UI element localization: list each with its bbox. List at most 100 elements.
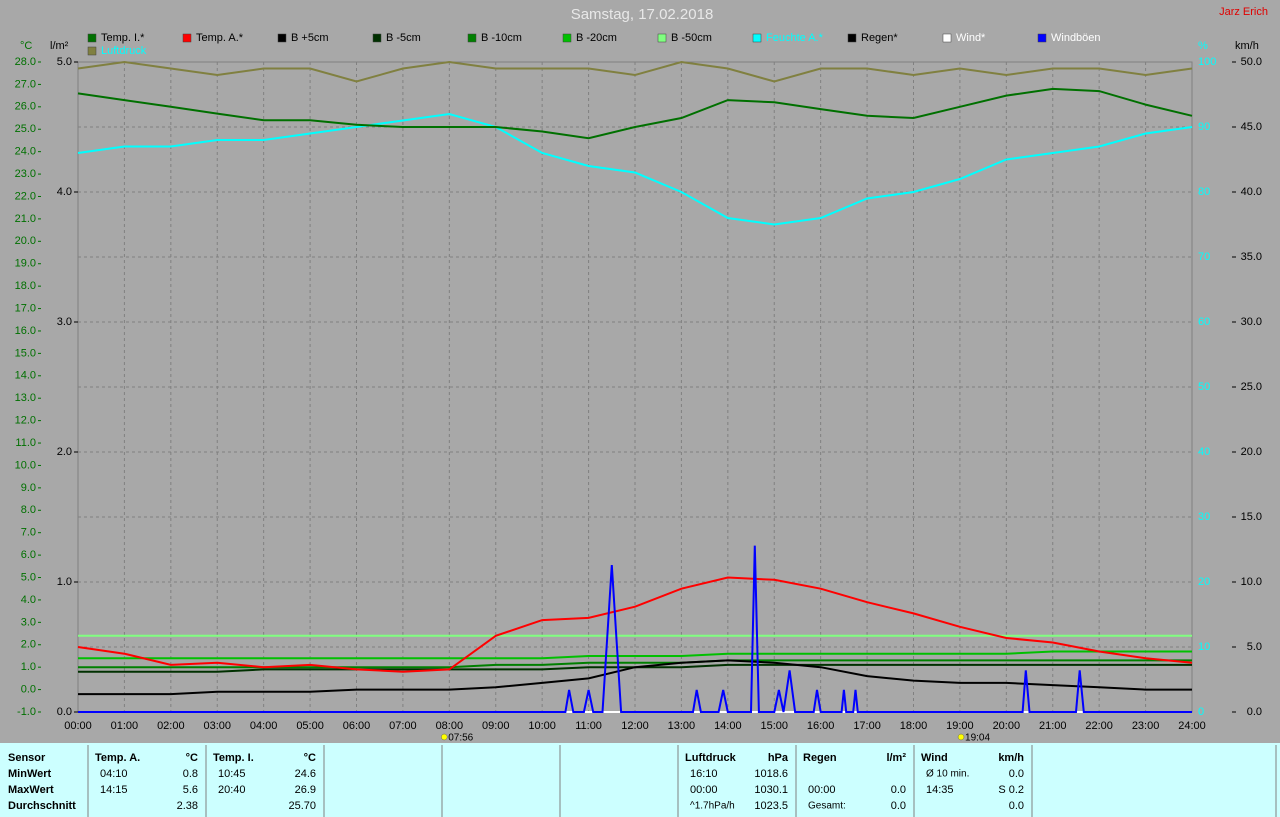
y4-tick-label: 5.0 — [1247, 641, 1262, 653]
author: Jarz Erich — [1219, 6, 1268, 18]
x-tick-label: 05:00 — [296, 720, 324, 732]
y-tick-label: 8.0 — [21, 504, 36, 516]
y2-tick-label: 50 — [1198, 381, 1210, 393]
row-label: Durchschnitt — [8, 800, 76, 812]
y3-tick-label: 1.0 — [57, 576, 72, 588]
y-tick-label: 16.0 — [15, 325, 36, 337]
sun-marker — [957, 733, 965, 741]
x-tick-label: 19:00 — [946, 720, 974, 732]
y2-tick-label: 20 — [1198, 576, 1210, 588]
sun-marker — [440, 733, 448, 741]
y-tick-label: 28.0 — [15, 56, 36, 68]
y2-tick-label: 10 — [1198, 641, 1210, 653]
y4-tick-label: 40.0 — [1241, 186, 1262, 198]
legend-label: Regen* — [861, 32, 898, 44]
y-tick-label: 10.0 — [15, 459, 36, 471]
legend-swatch — [87, 46, 97, 56]
table-cell: 14:15 — [100, 784, 128, 796]
column-unit: °C — [304, 752, 316, 764]
y3-tick-label: 4.0 — [57, 186, 72, 198]
table-cell: 00:00 — [808, 784, 836, 796]
y4-tick-label: 30.0 — [1241, 316, 1262, 328]
legend-swatch — [467, 33, 477, 43]
legend-swatch — [87, 33, 97, 43]
annotation-label: 07:56 — [448, 733, 473, 744]
x-tick-label: 17:00 — [853, 720, 881, 732]
y-tick-label: 20.0 — [15, 235, 36, 247]
legend-swatch — [752, 33, 762, 43]
y-tick-label: 15.0 — [15, 347, 36, 359]
x-tick-label: 22:00 — [1085, 720, 1113, 732]
table-cell: 14:35 — [926, 784, 954, 796]
y4-tick-label: 10.0 — [1241, 576, 1262, 588]
x-tick-label: 00:00 — [64, 720, 92, 732]
x-tick-label: 12:00 — [621, 720, 649, 732]
y4-tick-label: 45.0 — [1241, 121, 1262, 133]
legend-swatch — [942, 33, 952, 43]
x-tick-label: 03:00 — [203, 720, 231, 732]
row-label: MaxWert — [8, 784, 54, 796]
legend-swatch — [847, 33, 857, 43]
table-cell: 1023.5 — [754, 800, 788, 812]
table-cell: 0.0 — [891, 800, 906, 812]
x-tick-label: 06:00 — [343, 720, 371, 732]
x-tick-label: 14:00 — [714, 720, 742, 732]
legend-label: B -5cm — [386, 32, 421, 44]
y2-tick-label: 30 — [1198, 511, 1210, 523]
y2-tick-label: 70 — [1198, 251, 1210, 263]
x-tick-label: 11:00 — [575, 720, 602, 732]
x-tick-label: 23:00 — [1132, 720, 1160, 732]
y-tick-label: 7.0 — [21, 527, 36, 539]
table-cell: ^1.7hPa/h — [690, 801, 735, 812]
y2-tick-label: 60 — [1198, 316, 1210, 328]
table-cell: 24.6 — [295, 768, 316, 780]
table-cell: 2.38 — [177, 800, 198, 812]
y4-tick-label: 50.0 — [1241, 56, 1262, 68]
legend-swatch — [657, 33, 667, 43]
legend-swatch — [562, 33, 572, 43]
y-tick-label: 5.0 — [21, 571, 36, 583]
y-axis-unit: °C — [20, 40, 32, 52]
y-tick-label: 22.0 — [15, 190, 36, 202]
y2-tick-label: 100 — [1198, 56, 1216, 68]
series-line — [77, 60, 1193, 83]
y-tick-label: 21.0 — [15, 213, 36, 225]
series-line — [78, 659, 1192, 696]
column-header: Regen — [803, 752, 837, 764]
y4-tick-label: 25.0 — [1241, 381, 1262, 393]
legend-swatch — [1037, 33, 1047, 43]
table-background — [0, 743, 1280, 817]
annotation-label: 19:04 — [965, 733, 990, 744]
column-unit: °C — [186, 752, 198, 764]
y-tick-label: 19.0 — [15, 258, 36, 270]
legend-label: Luftdruck — [101, 45, 147, 57]
y3-tick-label: 3.0 — [57, 316, 72, 328]
legend-label: Temp. A.* — [196, 32, 244, 44]
x-tick-label: 20:00 — [993, 720, 1021, 732]
column-unit: hPa — [768, 752, 789, 764]
table-cell: S 0.2 — [998, 784, 1024, 796]
y-tick-label: 1.0 — [21, 661, 36, 673]
y3-tick-label: 2.0 — [57, 446, 72, 458]
x-tick-label: 02:00 — [157, 720, 185, 732]
chart-title: Samstag, 17.02.2018 — [571, 6, 714, 23]
y4-tick-label: 15.0 — [1241, 511, 1262, 523]
legend-label: Feuchte A.* — [766, 32, 824, 44]
y-tick-label: 4.0 — [21, 594, 36, 606]
column-header: Luftdruck — [685, 752, 737, 764]
x-tick-label: 18:00 — [900, 720, 928, 732]
y-tick-label: 3.0 — [21, 616, 36, 628]
table-cell: 20:40 — [218, 784, 246, 796]
series-line — [78, 545, 1192, 713]
y2-tick-label: 40 — [1198, 446, 1210, 458]
column-header: Wind — [921, 752, 948, 764]
legend-label: B -50cm — [671, 32, 712, 44]
x-tick-label: 07:00 — [389, 720, 417, 732]
x-tick-label: 08:00 — [436, 720, 464, 732]
x-tick-label: 16:00 — [807, 720, 835, 732]
y-tick-label: 12.0 — [15, 415, 36, 427]
y-tick-label: 0.0 — [21, 683, 36, 695]
y-tick-label: 17.0 — [15, 302, 36, 314]
x-tick-label: 04:00 — [250, 720, 278, 732]
y-tick-label: 23.0 — [15, 168, 36, 180]
